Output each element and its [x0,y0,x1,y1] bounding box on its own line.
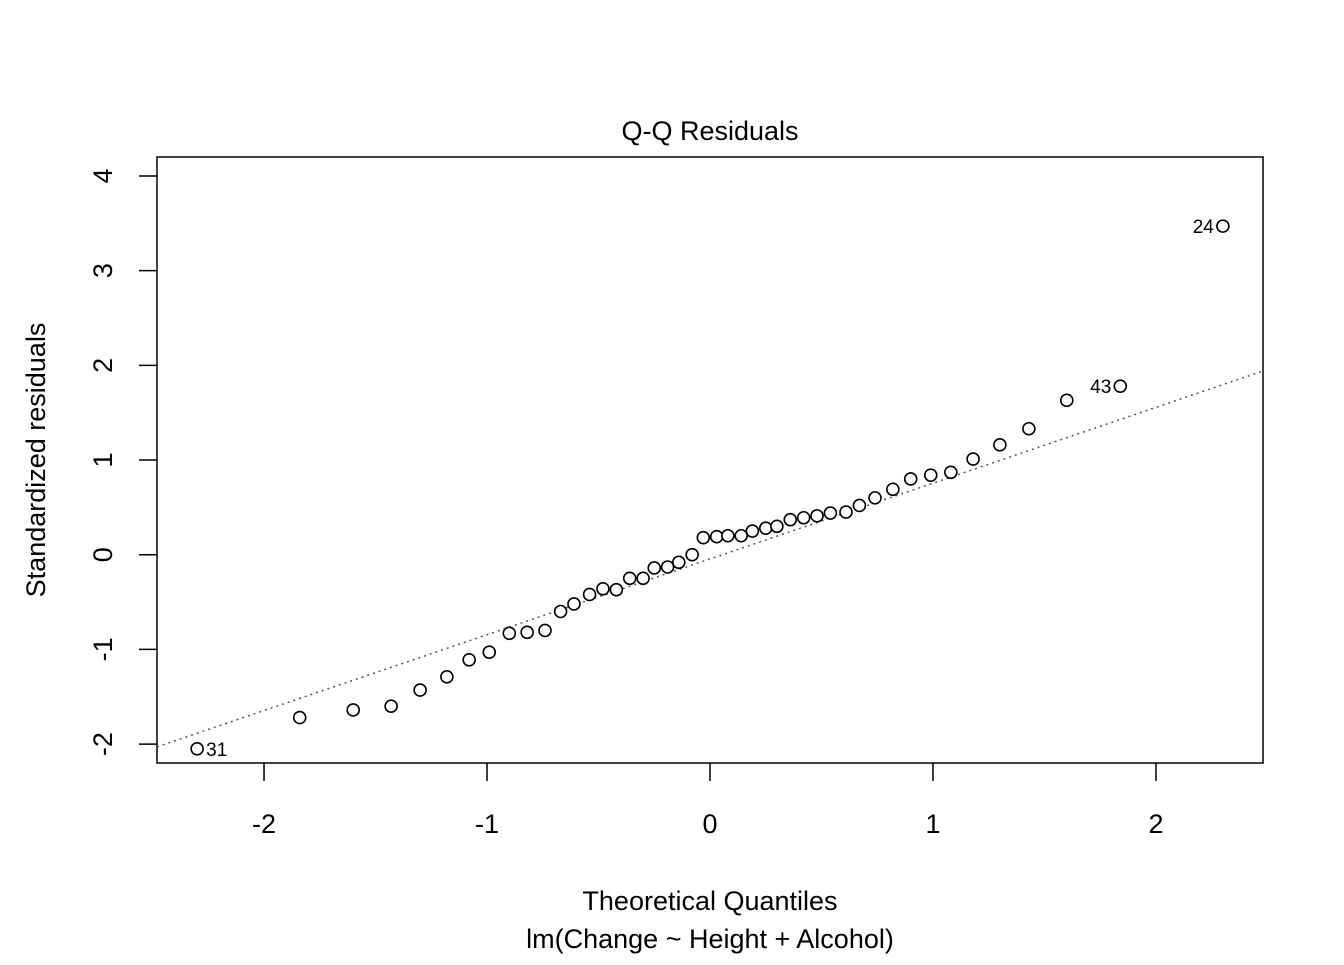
x-tick-label: 0 [702,809,717,839]
y-tick-label: 1 [88,452,118,467]
data-point [923,468,938,482]
data-point [502,626,517,641]
x-tick-label: 2 [1148,809,1163,839]
data-point [647,561,662,575]
x-tick-label: -1 [475,809,499,839]
y-axis-label: Standardized residuals [21,323,51,598]
data-point [758,521,773,535]
data-point [567,597,581,611]
y-tick-label: -2 [88,732,118,756]
data-point [903,472,918,486]
data-point [709,529,724,544]
data-point [292,710,307,725]
data-point [1216,219,1230,233]
x-axis-label: Theoretical Quantiles [582,886,837,916]
data-point [609,582,624,597]
chart-subtitle: lm(Change ~ Height + Alcohol) [526,924,894,954]
data-point [852,498,867,513]
x-tick-label: 1 [925,809,940,839]
y-axis: -2 -1 0 1 2 3 4 [88,168,157,756]
data-point [538,623,552,638]
y-tick-label: 4 [88,168,118,183]
point-label: 31 [206,740,227,761]
data-point [553,604,568,619]
data-point [671,555,686,570]
y-tick-label: 3 [88,263,118,278]
x-tick-label: -2 [252,809,276,839]
point-label: 43 [1090,377,1111,398]
data-point [944,465,958,480]
data-point [1022,421,1036,436]
points-layer: 31 43 24 [190,217,1230,761]
data-point [462,652,476,667]
reference-line-layer [156,370,1264,748]
data-point [993,438,1007,452]
data-point [886,482,900,497]
data-point [622,571,637,586]
data-point [770,519,784,534]
data-point [783,512,798,527]
y-tick-label: 0 [88,547,118,562]
data-point [482,645,497,660]
chart-title: Q-Q Residuals [621,116,798,146]
data-point [413,683,427,697]
data-point [734,528,749,543]
data-point [346,703,361,717]
data-point [810,509,824,523]
data-point [1113,379,1128,393]
y-tick-label: 2 [88,358,118,373]
data-point [696,530,711,545]
data-point [745,524,760,538]
data-point [636,571,650,586]
x-axis: -2 -1 0 1 2 [252,763,1163,839]
data-point [1059,393,1074,408]
plot-frame [156,156,1264,764]
data-point [440,670,454,684]
data-point [868,491,882,505]
data-point [190,741,204,756]
data-point [596,581,610,596]
data-point [796,510,811,525]
data-point [839,505,853,519]
qq-reference-line [156,370,1264,748]
point-label: 24 [1193,217,1215,238]
data-point [582,587,597,602]
y-tick-label: -1 [88,637,118,661]
data-point [660,560,675,574]
data-point [721,528,735,543]
data-point [966,452,980,466]
data-point [823,506,838,520]
data-point [520,625,534,640]
data-point [685,547,699,562]
data-point [384,699,398,713]
